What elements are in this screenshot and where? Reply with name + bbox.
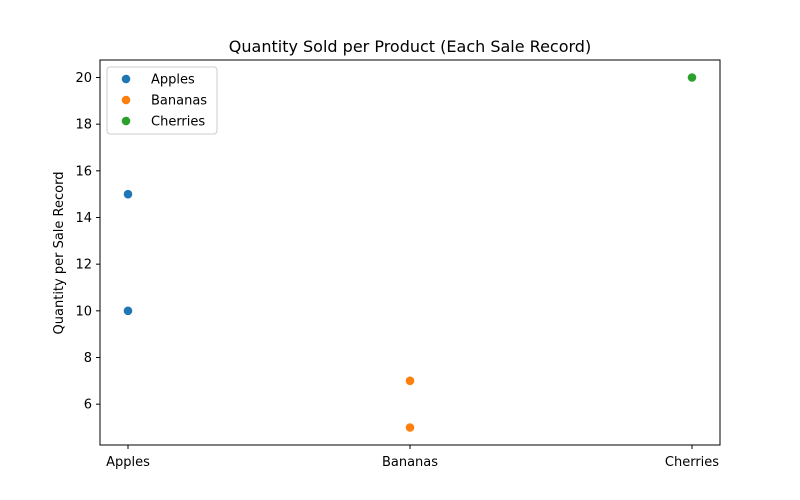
legend-marker <box>121 95 131 105</box>
y-tick-label: 18 <box>75 118 92 133</box>
y-tick-label: 12 <box>75 258 92 273</box>
data-point <box>123 306 133 316</box>
y-tick-label: 16 <box>75 164 92 179</box>
legend-marker <box>121 74 131 84</box>
x-tick-label: Cherries <box>665 455 719 470</box>
legend-box <box>106 66 218 135</box>
chart-title: Quantity Sold per Product (Each Sale Rec… <box>229 37 591 56</box>
y-tick-label: 8 <box>84 351 92 366</box>
plot-area: 6 8 10 12 14 16 18 20 Apples Bananas Cherries <box>75 59 721 470</box>
legend-label: Bananas <box>151 94 207 109</box>
x-tick-label: Bananas <box>382 455 438 470</box>
y-tick-label: 20 <box>75 71 92 86</box>
legend-label: Apples <box>151 73 195 88</box>
y-tick-label: 14 <box>75 211 92 226</box>
y-axis-label: Quantity per Sale Record <box>52 172 67 335</box>
data-point <box>405 423 415 432</box>
y-tick-label: 6 <box>84 398 92 413</box>
x-tick-label: Apples <box>106 455 150 470</box>
legend-label: Cherries <box>151 115 205 130</box>
y-tick-label: 10 <box>75 304 92 319</box>
data-point <box>123 189 133 199</box>
legend: Apples Bananas Cherries <box>106 66 218 135</box>
data-point <box>687 73 697 82</box>
legend-marker <box>121 116 131 126</box>
data-point <box>405 376 415 386</box>
